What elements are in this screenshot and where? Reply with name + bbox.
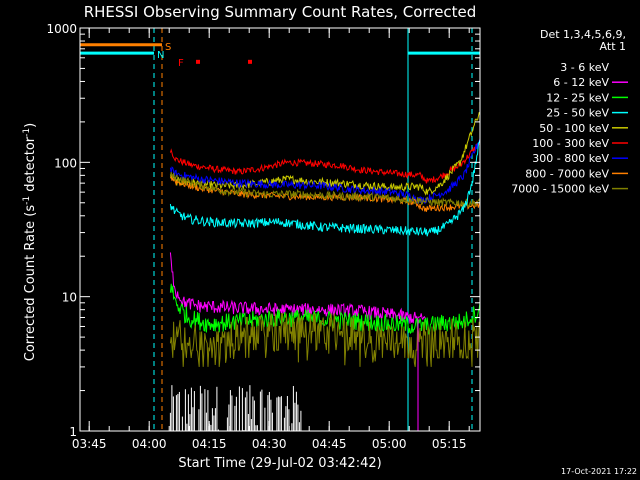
x-tick-label-0430: 04:30 — [252, 437, 287, 451]
series-3-6keV — [169, 313, 481, 368]
y-tick-label-100: 100 — [54, 156, 77, 170]
series-300-800keV — [169, 138, 481, 205]
series-50-100keV — [169, 112, 481, 196]
x-tick-label-0445: 04:45 — [312, 437, 347, 451]
legend-label-6: 300 - 800 keV — [532, 152, 609, 165]
x-tick-label-0415: 04:15 — [192, 437, 227, 451]
legend-label-1: 6 - 12 keV — [553, 76, 609, 89]
legend-header-0: Det 1,3,4,5,6,9, — [540, 28, 626, 41]
series-25-50keV — [169, 139, 481, 237]
flare-mark-1 — [248, 59, 252, 64]
legend: Det 1,3,4,5,6,9,Att 1 3 - 6 keV 6 - 12 keV… — [511, 28, 628, 196]
legend-label-0: 3 - 6 keV — [560, 61, 609, 74]
y-tick-label-10: 10 — [62, 291, 77, 305]
legend-label-5: 100 - 300 keV — [532, 137, 609, 150]
legend-label-2: 12 - 25 keV — [546, 91, 609, 104]
flag-label-F: F — [178, 58, 184, 69]
x-tick-label-0500: 05:00 — [372, 437, 407, 451]
flag-label-S: S — [165, 42, 171, 53]
data-series — [169, 112, 481, 431]
y-tick-label-1: 1 — [69, 425, 77, 439]
flag-label-N: N — [157, 50, 164, 61]
y-axis-label-part1: Corrected Count Rate (s — [23, 205, 38, 362]
plot-axes: 1 10 100 1000 03:45 04:00 04:15 04:30 04:45 05:00… — [46, 22, 481, 451]
y-axis-label-sup2: -1 — [22, 128, 32, 137]
legend-label-7: 800 - 7000 keV — [525, 167, 609, 180]
y-axis-label-sup1: -1 — [22, 196, 32, 205]
legend-label-8: 7000 - 15000 keV — [511, 183, 609, 196]
series-100-300keV — [169, 140, 481, 184]
plot-frame — [79, 27, 481, 432]
x-axis-label: Start Time (29-Jul-02 03:42:42) — [178, 456, 381, 471]
timestamp: 17-Oct-2021 17:22 — [561, 467, 637, 476]
legend-header-1: Att 1 — [600, 40, 626, 53]
flag-bars: SN F — [80, 42, 480, 69]
chart-title: RHESSI Observing Summary Count Rates, Co… — [84, 3, 477, 21]
y-tick-label-1000: 1000 — [46, 22, 77, 36]
flare-mark-0 — [196, 59, 200, 64]
legend-label-3: 25 - 50 keV — [546, 107, 609, 120]
x-tick-label-0515: 05:15 — [432, 437, 467, 451]
series-7000-15000keV — [169, 171, 481, 208]
x-tick-label-0400: 04:00 — [132, 437, 167, 451]
y-axis-label: Corrected Count Rate (s-1 detector-1) — [22, 123, 38, 361]
legend-label-4: 50 - 100 keV — [539, 122, 609, 135]
y-axis-label-part2: detector — [23, 136, 38, 196]
x-tick-label-0345: 03:45 — [72, 437, 107, 451]
y-axis-label-part3: ) — [23, 123, 38, 128]
